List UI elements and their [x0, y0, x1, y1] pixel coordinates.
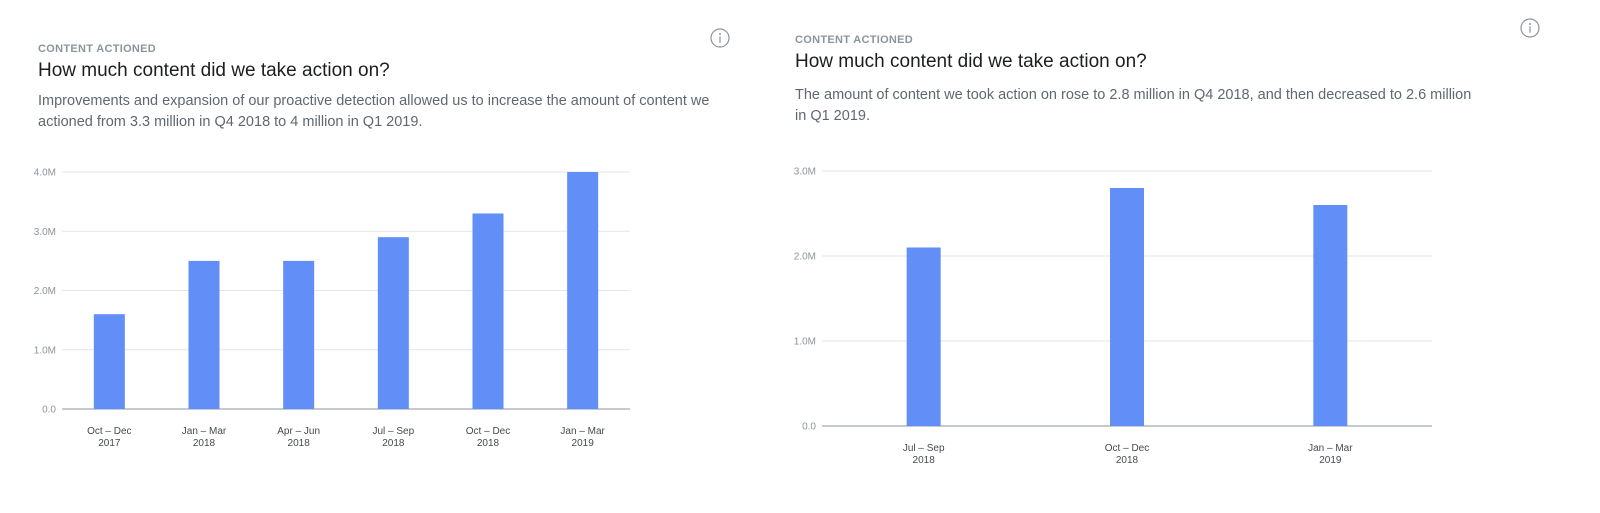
panel-left: CONTENT ACTIONED How much content did we…	[0, 0, 780, 513]
bar[interactable]	[377, 237, 409, 409]
y-tick-label: 0.0	[42, 405, 56, 416]
x-tick-label: Jul – Sep	[903, 443, 945, 454]
y-tick-label: 0.0	[802, 422, 816, 433]
x-tick-label: Jan – Mar	[560, 426, 605, 437]
x-tick-label: 2017	[98, 438, 121, 449]
x-tick-label: Oct – Dec	[1105, 443, 1149, 454]
x-tick-label: 2019	[1319, 455, 1342, 466]
x-tick-label: Oct – Dec	[466, 426, 510, 437]
x-tick-label: 2018	[288, 438, 311, 449]
y-tick-label: 3.0M	[34, 227, 56, 238]
section-description: Improvements and expansion of our proact…	[38, 93, 710, 130]
x-tick-label: 2018	[477, 438, 500, 449]
info-icon[interactable]	[709, 27, 731, 49]
bar[interactable]	[1110, 188, 1144, 426]
y-tick-label: 2.0M	[794, 252, 816, 263]
x-tick-label: Jan – Mar	[1308, 443, 1353, 454]
x-tick-label: 2018	[193, 438, 216, 449]
x-tick-label: 2018	[913, 455, 936, 466]
section-description: The amount of content we took action on …	[795, 87, 1472, 124]
x-tick-label: Apr – Jun	[277, 426, 320, 437]
y-tick-label: 1.0M	[794, 337, 816, 348]
x-tick-label: 2019	[572, 438, 595, 449]
section-title: How much content did we take action on?	[38, 60, 390, 81]
bar[interactable]	[283, 260, 315, 409]
section-eyebrow: CONTENT ACTIONED	[795, 34, 914, 46]
x-tick-label: 2018	[382, 438, 405, 449]
y-tick-label: 3.0M	[794, 167, 816, 178]
bar[interactable]	[906, 247, 941, 427]
info-icon[interactable]	[1519, 17, 1541, 39]
bar[interactable]	[188, 260, 220, 409]
bar[interactable]	[93, 314, 125, 409]
section-eyebrow: CONTENT ACTIONED	[38, 43, 157, 55]
bar[interactable]	[567, 172, 599, 409]
bar[interactable]	[1313, 205, 1348, 426]
y-tick-label: 1.0M	[34, 345, 56, 356]
x-tick-label: Jul – Sep	[372, 426, 414, 437]
panel-right: CONTENT ACTIONED How much content did we…	[780, 0, 1600, 513]
x-tick-label: Oct – Dec	[87, 426, 131, 437]
y-tick-label: 4.0M	[34, 168, 56, 179]
section-title: How much content did we take action on?	[795, 51, 1147, 72]
bar[interactable]	[472, 213, 504, 409]
y-tick-label: 2.0M	[34, 286, 56, 297]
x-tick-label: 2018	[1116, 455, 1139, 466]
x-tick-label: Jan – Mar	[182, 426, 227, 437]
